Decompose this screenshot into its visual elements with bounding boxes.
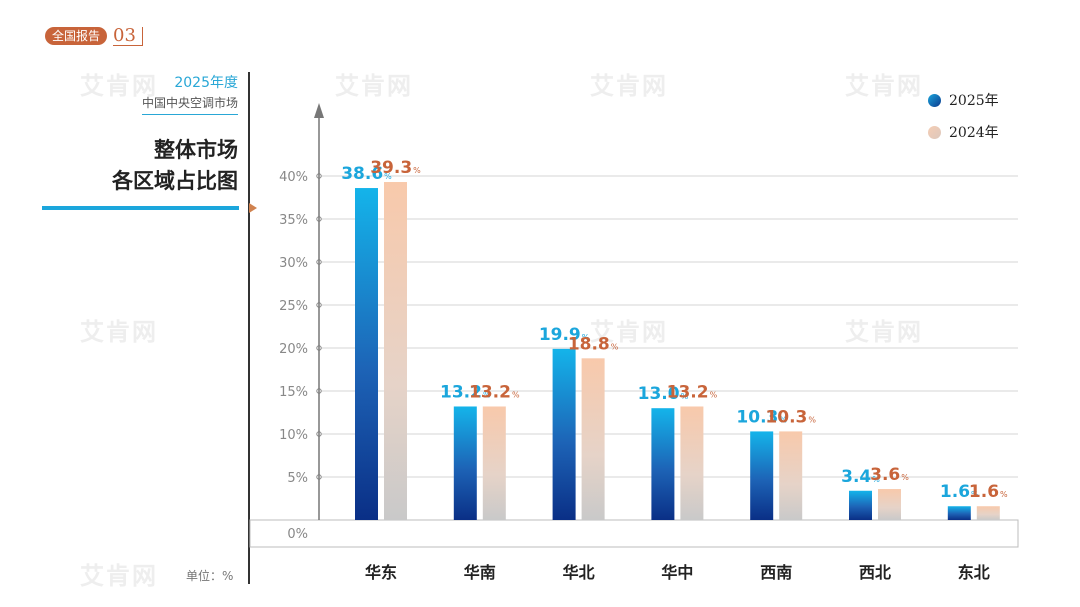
bar-2025: [552, 348, 576, 520]
data-label-2024: 39.3%: [370, 158, 421, 178]
bar-2025: [355, 188, 378, 521]
y-tick-label: 0%: [287, 527, 308, 542]
sidebar-year: 2025年度: [174, 75, 238, 91]
y-tick-label: 5%: [287, 471, 308, 486]
report-badge: 全国报告 03: [45, 26, 143, 46]
bar-2024: [581, 358, 605, 520]
bar-2025: [453, 406, 477, 520]
y-tick-label: 30%: [279, 256, 308, 271]
data-label-2025: 10.3%: [736, 407, 787, 427]
bar-2025: [849, 490, 872, 520]
bar-2025: [750, 431, 774, 520]
bar-2024: [680, 406, 704, 520]
x-category-label: 东北: [958, 563, 990, 582]
watermark: 艾肯网: [590, 318, 668, 346]
watermark: 艾肯网: [845, 72, 923, 100]
bar-2025: [947, 506, 971, 520]
x-category-label: 西北: [859, 563, 891, 582]
data-label-2025: 38.6%: [341, 164, 392, 184]
report-badge-label: 全国报告: [45, 27, 108, 45]
sidebar-divider: [248, 72, 250, 584]
data-label-2025: 13.0%: [638, 384, 689, 404]
sidebar-subtitle: 中国中央空调市场: [141, 94, 238, 115]
bar-2024: [384, 182, 407, 520]
legend-dot-icon: [928, 125, 941, 139]
data-label-2025: 1.6%: [940, 482, 979, 502]
data-label-2025: 3.4%: [841, 467, 880, 487]
arrow-marker-icon: [249, 203, 257, 213]
sidebar-accent-bar: [42, 206, 239, 210]
y-axis-arrow-icon: [314, 103, 324, 118]
y-tick-label: 10%: [279, 428, 308, 443]
chart-title-line1: 整体市场: [154, 137, 238, 162]
x-category-label: 华中: [661, 563, 693, 582]
bar-2024: [878, 489, 901, 520]
bar-2024: [482, 406, 506, 520]
legend-item-2024: 2024年: [928, 122, 999, 142]
x-category-label: 华北: [563, 563, 595, 582]
y-tick-label: 25%: [279, 299, 308, 314]
data-label-2024: 18.8%: [568, 334, 619, 354]
watermark: 艾肯网: [845, 318, 923, 346]
x-category-label: 西南: [760, 563, 792, 582]
legend-label-2024: 2024年: [949, 125, 999, 141]
x-category-label: 华南: [464, 563, 496, 582]
y-tick-label: 20%: [279, 342, 308, 357]
bar-2024: [779, 431, 803, 520]
watermark: 艾肯网: [80, 72, 158, 100]
data-label-2025: 19.9%: [539, 325, 590, 345]
watermark: 艾肯网: [80, 562, 158, 590]
y-tick-label: 40%: [279, 170, 308, 185]
chart-title-line2: 各区域占比图: [112, 168, 238, 193]
legend-label-2025: 2025年: [949, 93, 999, 109]
data-label-2024: 1.6%: [969, 482, 1008, 502]
data-label-2024: 13.2%: [667, 382, 718, 402]
y-tick-label: 35%: [279, 213, 308, 228]
data-label-2025: 13.2%: [440, 382, 491, 402]
unit-label: 单位：%: [186, 569, 234, 583]
watermark: 艾肯网: [80, 318, 158, 346]
bar-2024: [976, 506, 1000, 520]
x-category-label: 华东: [365, 563, 397, 582]
baseline-box: [249, 519, 1019, 548]
data-label-2024: 10.3%: [765, 407, 816, 427]
legend-dot-icon: [928, 93, 941, 107]
report-badge-number: 03: [113, 26, 143, 46]
watermark: 艾肯网: [590, 72, 668, 100]
chart-title: 整体市场 各区域占比图: [112, 134, 238, 196]
chart-legend: 2025年 2024年: [928, 90, 999, 154]
bar-2025: [651, 408, 675, 520]
watermark: 艾肯网: [335, 72, 413, 100]
legend-item-2025: 2025年: [928, 90, 999, 110]
data-label-2024: 3.6%: [870, 465, 909, 485]
y-tick-label: 15%: [279, 385, 308, 400]
data-label-2024: 13.2%: [469, 382, 520, 402]
